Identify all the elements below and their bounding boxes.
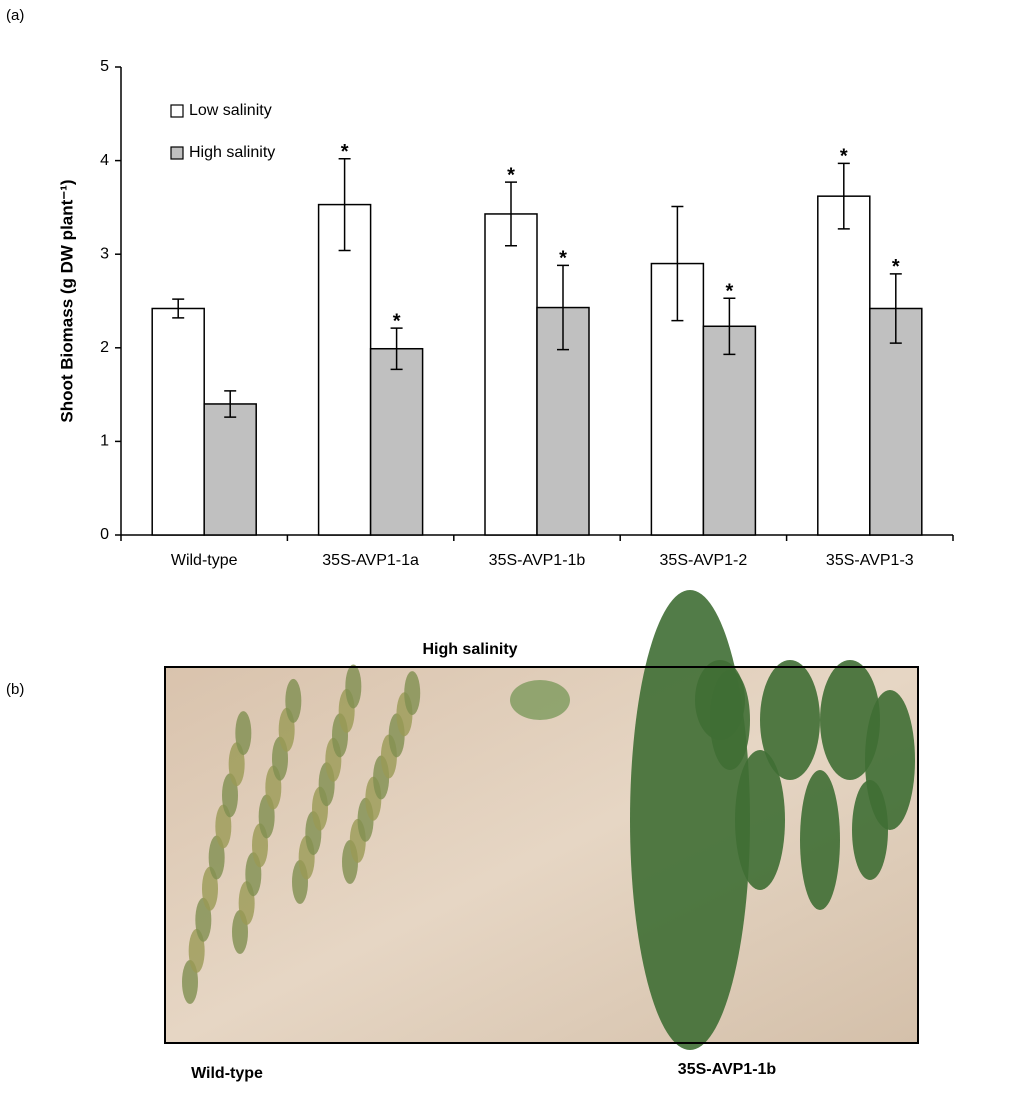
plant (404, 671, 421, 716)
x-tick-label: 35S-AVP1-1b (489, 552, 586, 569)
plant (760, 660, 820, 780)
significance: * (559, 248, 567, 270)
y-tick-label: 2 (100, 339, 109, 356)
bar (484, 213, 538, 536)
error-bar (557, 264, 569, 351)
significance: * (726, 280, 734, 302)
legend-swatch (170, 104, 184, 118)
y-tick-label: 5 (100, 58, 109, 75)
significance: * (840, 146, 848, 168)
significance: * (892, 256, 900, 278)
y-tick-label: 3 (100, 245, 109, 262)
bar (369, 347, 424, 536)
x-tick-label: 35S-AVP1-3 (826, 552, 914, 569)
error-bar (224, 390, 237, 418)
error-bar (172, 298, 185, 319)
photo-label: 35S-AVP1-1b (678, 1061, 777, 1078)
plant (820, 660, 880, 780)
plant (345, 664, 362, 709)
photo-label: Wild-type (191, 1065, 263, 1082)
error-bar (390, 327, 403, 371)
significance: * (507, 164, 515, 186)
error-bar (837, 162, 850, 230)
y-tick-label: 1 (100, 433, 109, 450)
plant (735, 750, 785, 890)
bar (817, 195, 871, 536)
x-tick-label: Wild-type (171, 552, 238, 569)
legend-label: Low salinity (189, 102, 272, 119)
plant (235, 711, 252, 756)
photo-border (164, 666, 919, 1044)
legend-swatch (170, 146, 184, 160)
plant (800, 770, 840, 910)
legend-label: High salinity (189, 144, 275, 161)
bar (317, 203, 372, 536)
panel-label: (a) (6, 7, 24, 24)
photo (164, 590, 919, 1050)
plants (182, 590, 915, 1050)
significance: * (393, 310, 401, 332)
bar (203, 403, 257, 536)
plant (510, 680, 570, 720)
plant (285, 678, 302, 723)
bar (702, 325, 757, 536)
bar (869, 307, 923, 536)
y-axis-label: Shoot Biomass (g DW plant⁻¹) (57, 179, 76, 422)
error-bar (889, 273, 902, 344)
plant (710, 670, 750, 770)
plant (852, 780, 888, 880)
y-tick-label: 0 (100, 526, 109, 543)
bar (151, 307, 205, 536)
y-tick-label: 4 (100, 152, 109, 169)
error-bar (671, 205, 684, 322)
photo-title: High salinity (422, 641, 517, 658)
plant (630, 590, 750, 1050)
error-bar (723, 297, 736, 356)
significance: * (341, 141, 349, 163)
x-tick-label: 35S-AVP1-2 (660, 552, 748, 569)
panel-label: (b) (6, 681, 24, 698)
x-tick-label: 35S-AVP1-1a (322, 552, 419, 569)
error-bar (338, 157, 351, 252)
error-bar (505, 181, 517, 247)
